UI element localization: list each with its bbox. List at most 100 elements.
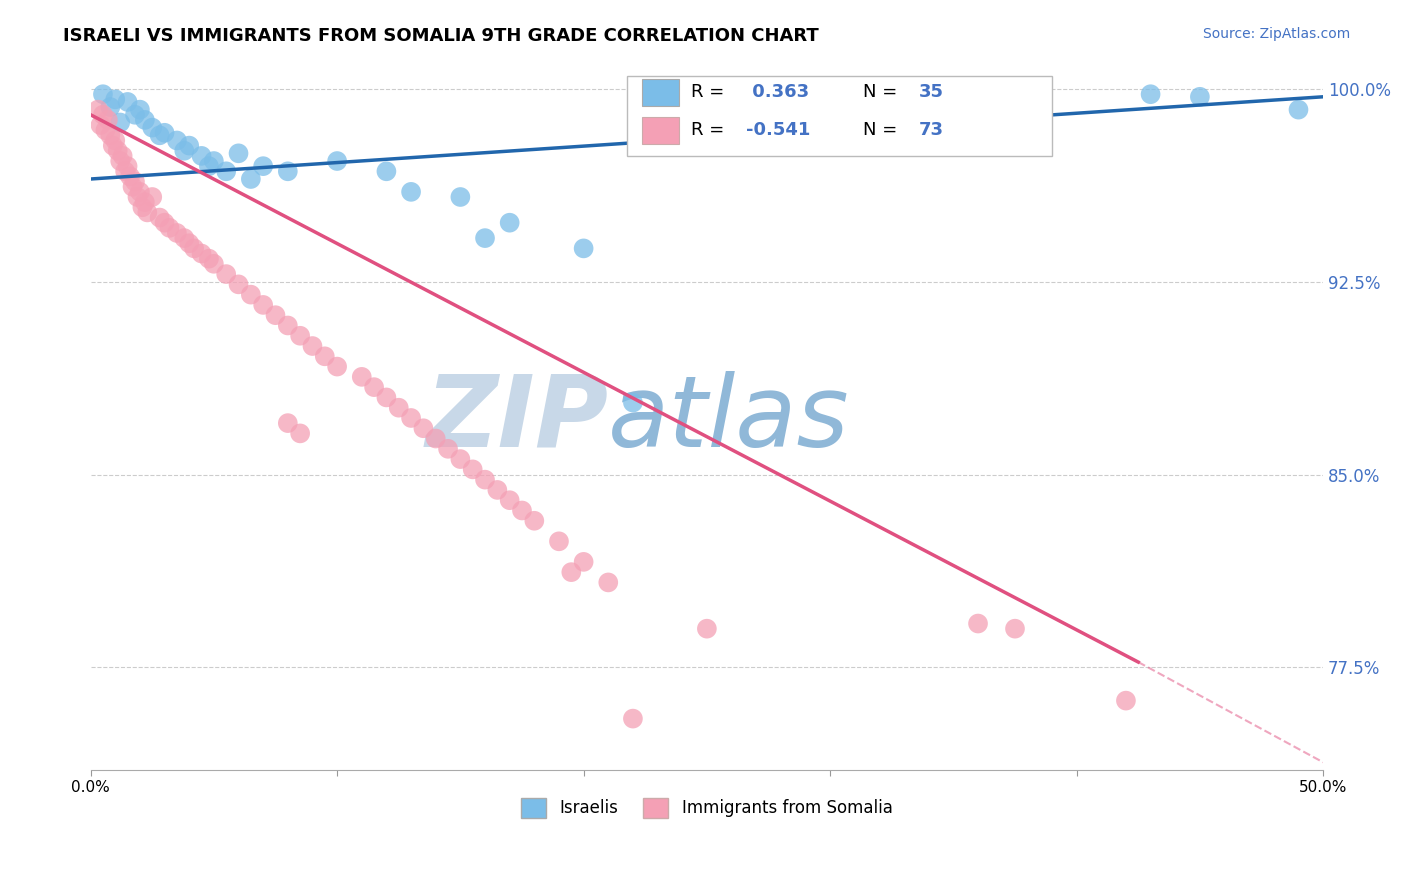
Point <box>117 159 139 173</box>
Point <box>198 252 221 266</box>
Point <box>363 380 385 394</box>
Point <box>425 432 447 446</box>
Point <box>141 120 163 135</box>
Point <box>179 138 201 153</box>
Point <box>166 226 188 240</box>
Point <box>277 318 299 333</box>
Point <box>121 179 143 194</box>
Point <box>350 369 373 384</box>
Point <box>173 144 195 158</box>
Point <box>1115 693 1137 707</box>
Point <box>277 164 299 178</box>
Point <box>153 216 176 230</box>
Point <box>375 164 398 178</box>
FancyBboxPatch shape <box>641 79 679 105</box>
Point <box>190 246 212 260</box>
Point <box>314 349 336 363</box>
Point <box>239 172 262 186</box>
Point <box>215 164 238 178</box>
Point <box>111 149 134 163</box>
Point <box>388 401 411 415</box>
Point <box>252 159 274 173</box>
Point <box>131 200 153 214</box>
Point <box>818 100 841 114</box>
Text: R =: R = <box>690 121 730 139</box>
Point <box>510 503 533 517</box>
Point <box>696 622 718 636</box>
Point <box>498 216 520 230</box>
Point <box>141 190 163 204</box>
Point <box>301 339 323 353</box>
Point <box>149 211 172 225</box>
Point <box>1188 90 1211 104</box>
Point <box>239 287 262 301</box>
Text: N =: N = <box>863 83 904 102</box>
Point <box>326 154 349 169</box>
Point <box>449 452 471 467</box>
Point <box>190 149 212 163</box>
Point <box>183 241 205 255</box>
Point <box>326 359 349 374</box>
Point <box>120 169 142 184</box>
Point <box>474 231 496 245</box>
Point <box>89 118 111 132</box>
Point <box>1288 103 1310 117</box>
Legend: Israelis, Immigrants from Somalia: Israelis, Immigrants from Somalia <box>515 791 900 825</box>
Text: ISRAELI VS IMMIGRANTS FROM SOMALIA 9TH GRADE CORRELATION CHART: ISRAELI VS IMMIGRANTS FROM SOMALIA 9TH G… <box>63 27 820 45</box>
Point <box>399 411 422 425</box>
Point <box>252 298 274 312</box>
Point <box>166 133 188 147</box>
Text: 0.363: 0.363 <box>747 83 810 102</box>
Point <box>486 483 509 497</box>
Text: R =: R = <box>690 83 730 102</box>
Point <box>98 100 121 114</box>
Point <box>91 87 114 102</box>
Point <box>523 514 546 528</box>
Point <box>97 112 120 127</box>
Point <box>124 175 146 189</box>
Point <box>1017 120 1039 135</box>
Point <box>560 565 582 579</box>
Point <box>1004 622 1026 636</box>
Point <box>107 144 129 158</box>
Point <box>437 442 460 456</box>
Point <box>375 391 398 405</box>
Point <box>179 236 201 251</box>
Text: 35: 35 <box>920 83 943 102</box>
Point <box>94 123 117 137</box>
Point <box>124 108 146 122</box>
Point <box>202 257 225 271</box>
Point <box>149 128 172 143</box>
Text: Source: ZipAtlas.com: Source: ZipAtlas.com <box>1202 27 1350 41</box>
Point <box>572 555 595 569</box>
Point <box>621 395 644 409</box>
Point <box>198 159 221 173</box>
Point <box>91 108 114 122</box>
Point <box>621 712 644 726</box>
Point <box>288 426 311 441</box>
Point <box>134 195 156 210</box>
Point <box>117 95 139 109</box>
Point <box>461 462 484 476</box>
Point <box>474 473 496 487</box>
Point <box>127 190 149 204</box>
FancyBboxPatch shape <box>627 76 1052 156</box>
Point <box>134 112 156 127</box>
Point <box>264 308 287 322</box>
Point <box>129 185 152 199</box>
Point <box>228 146 250 161</box>
Point <box>153 126 176 140</box>
Point <box>104 133 127 147</box>
Point <box>399 185 422 199</box>
Text: N =: N = <box>863 121 904 139</box>
Point <box>87 103 110 117</box>
Text: ZIP: ZIP <box>425 371 609 467</box>
Point <box>449 190 471 204</box>
Point <box>101 138 124 153</box>
Text: atlas: atlas <box>609 371 849 467</box>
Point <box>114 164 136 178</box>
Point <box>967 616 990 631</box>
Point <box>104 92 127 106</box>
Point <box>228 277 250 292</box>
Point <box>98 128 121 143</box>
